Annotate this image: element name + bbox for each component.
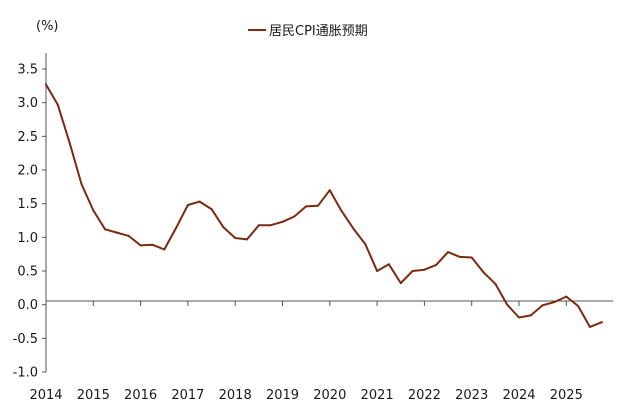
- data-point: [269, 224, 272, 227]
- series-line-cpi-expectation: [45, 83, 603, 328]
- data-point: [506, 303, 509, 306]
- data-point: [139, 244, 142, 247]
- data-point: [246, 238, 248, 241]
- data-point: [175, 226, 178, 229]
- data-point: [186, 204, 189, 206]
- x-tick-label: 2017: [171, 388, 204, 403]
- y-tick-label: 1.0: [17, 231, 38, 246]
- data-point: [198, 200, 201, 203]
- data-point: [376, 270, 379, 272]
- data-point: [447, 251, 449, 254]
- x-tick-label: 2022: [408, 388, 441, 403]
- x-tick-label: 2020: [313, 388, 346, 403]
- data-point: [163, 248, 166, 251]
- data-point: [234, 237, 237, 239]
- x-tick-label: 2016: [124, 388, 157, 403]
- data-point: [317, 204, 319, 207]
- data-point: [80, 183, 83, 186]
- data-point: [92, 209, 95, 212]
- x-tick-label: 2014: [29, 388, 62, 403]
- y-tick-label: 0.5: [17, 265, 38, 280]
- data-point: [45, 83, 47, 86]
- x-tick-label: 2024: [502, 388, 535, 403]
- data-point: [56, 103, 59, 106]
- data-point: [494, 282, 497, 285]
- y-tick-label: 1.5: [17, 197, 38, 212]
- data-point: [399, 282, 402, 285]
- y-axis-ticks: 3.5 3.0 2.5 2.0 1.5 1.0 0.5 0.0 -0.5 -1.0: [13, 63, 46, 381]
- data-point: [435, 263, 438, 266]
- data-point: [541, 304, 544, 307]
- data-point: [387, 263, 390, 266]
- data-point: [518, 316, 520, 319]
- data-point: [293, 215, 296, 218]
- data-point: [411, 270, 414, 272]
- x-tick-label: 2019: [266, 388, 299, 403]
- data-point: [340, 210, 343, 213]
- y-tick-label: -0.5: [13, 332, 38, 347]
- data-point: [352, 227, 355, 230]
- data-point: [423, 268, 426, 271]
- data-point: [328, 189, 331, 192]
- data-point: [222, 226, 225, 229]
- data-point: [210, 208, 213, 211]
- data-point: [305, 205, 308, 208]
- data-point: [151, 243, 154, 246]
- data-point: [529, 314, 532, 317]
- x-tick-label: 2023: [455, 388, 488, 403]
- data-point: [565, 295, 568, 298]
- data-point: [588, 325, 591, 328]
- x-axis-ticks: 2014 2015 2016 2017 2018 2019 2020 2021 2022 2023…: [29, 301, 583, 403]
- x-tick-label: 2015: [77, 388, 110, 403]
- data-point: [470, 256, 473, 259]
- data-point: [104, 228, 107, 231]
- data-point: [115, 231, 118, 234]
- x-tick-label: 2021: [361, 388, 394, 403]
- y-tick-label: 2.5: [17, 130, 38, 145]
- y-tick-label: 3.5: [17, 63, 38, 78]
- series-points: [45, 83, 603, 328]
- y-tick-label: 3.0: [17, 96, 38, 111]
- data-point: [68, 142, 71, 145]
- data-point: [364, 243, 367, 246]
- data-point: [600, 321, 603, 324]
- data-point: [482, 271, 485, 274]
- y-tick-label: 0.0: [17, 298, 38, 313]
- data-point: [281, 220, 284, 223]
- data-point: [458, 255, 461, 258]
- x-tick-label: 2018: [219, 388, 252, 403]
- y-tick-label: 2.0: [17, 164, 38, 179]
- y-tick-label: -1.0: [13, 366, 38, 381]
- legend-label: 居民CPI通胀预期: [269, 24, 368, 39]
- data-point: [257, 224, 260, 227]
- data-point: [127, 235, 130, 237]
- x-tick-label: 2025: [550, 388, 583, 403]
- data-point: [577, 305, 580, 307]
- y-axis-unit-label: (%): [36, 19, 59, 34]
- data-point: [553, 301, 556, 303]
